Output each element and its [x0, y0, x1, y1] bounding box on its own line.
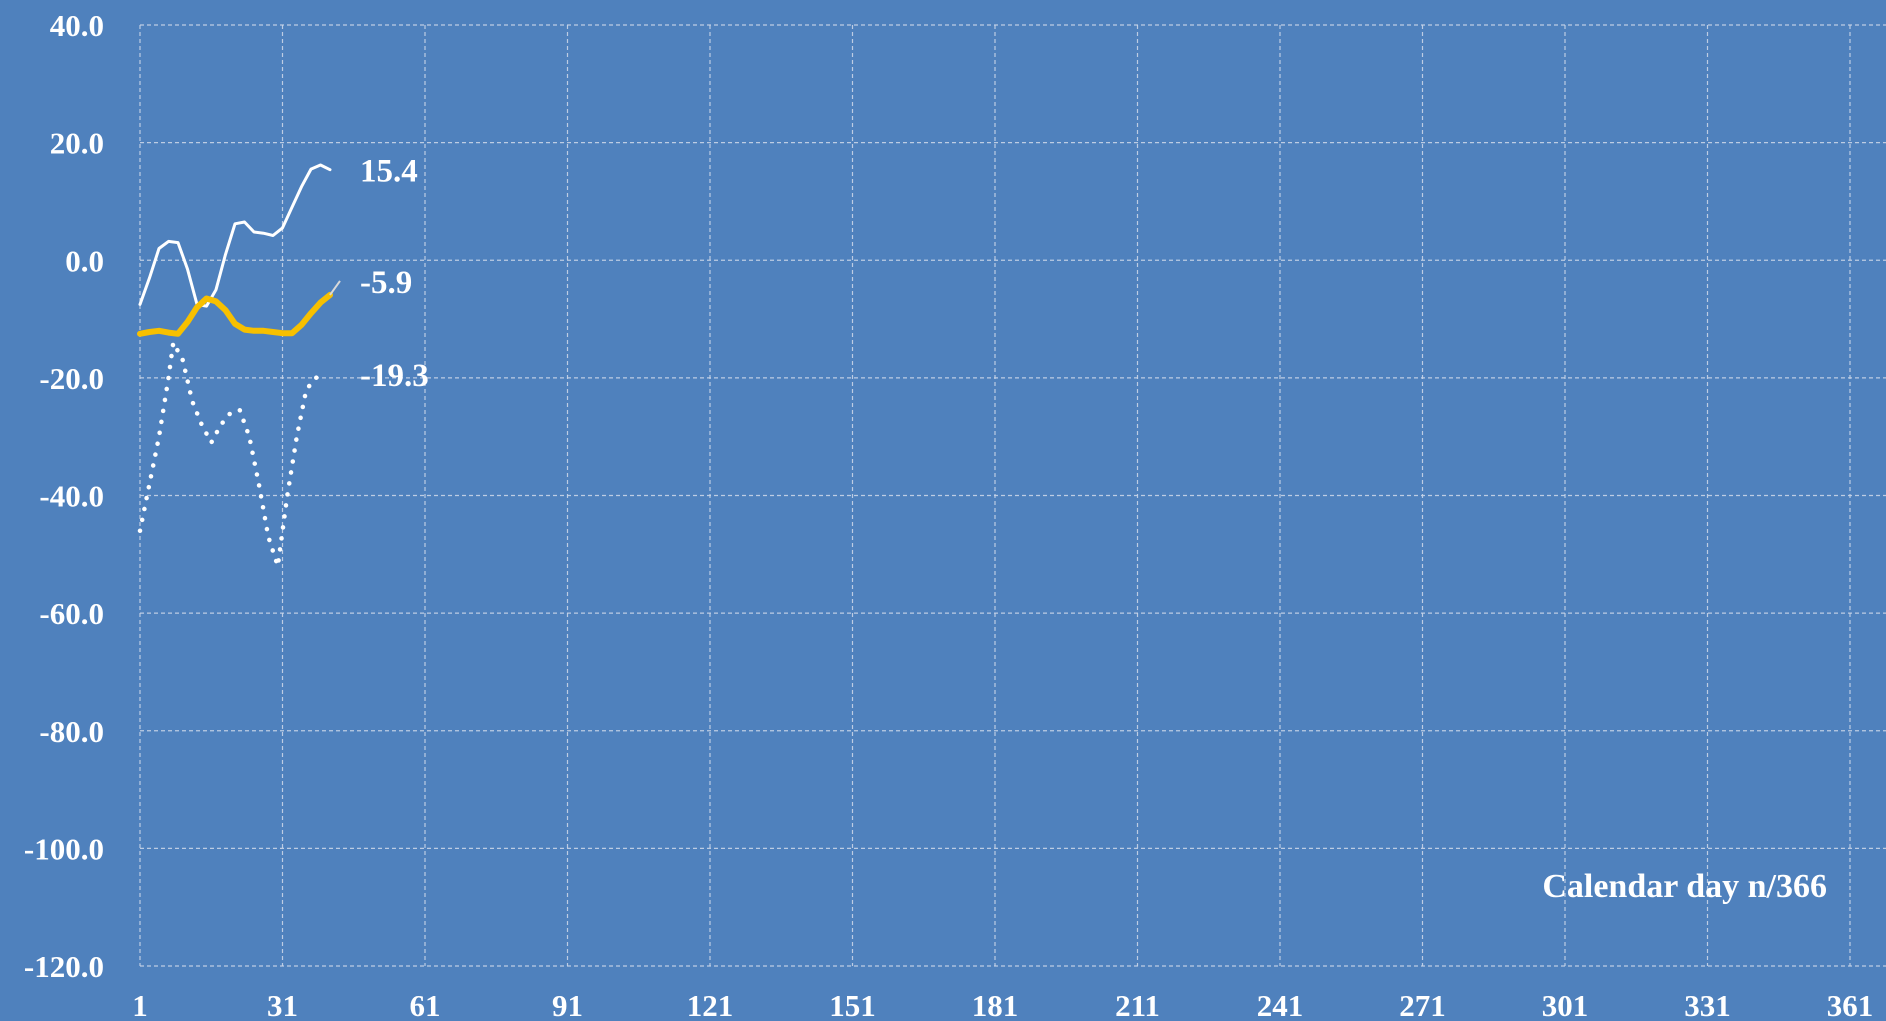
- y-tick-label: -100.0: [24, 831, 104, 866]
- series-end-label-1: 15.4: [360, 154, 418, 190]
- x-tick-label: 181: [972, 988, 1019, 1021]
- x-tick-label: 301: [1542, 988, 1589, 1021]
- x-axis-tick-labels: 1 31 61 91 121 151 181 211 241 271 301 331 361: [132, 988, 1873, 1021]
- x-tick-label: 91: [552, 988, 583, 1021]
- x-tick-label: 331: [1684, 988, 1731, 1021]
- y-tick-label: 0.0: [65, 243, 104, 278]
- y-tick-label: -60.0: [39, 596, 104, 631]
- x-tick-label: 211: [1115, 988, 1160, 1021]
- x-tick-label: 1: [132, 988, 148, 1021]
- x-tick-label: 241: [1257, 988, 1304, 1021]
- series-line-1: [138, 163, 332, 308]
- series-end-label-3: -19.3: [360, 358, 429, 394]
- y-tick-label: -80.0: [39, 714, 104, 749]
- x-tick-label: 271: [1399, 988, 1446, 1021]
- end-label-leader: [329, 280, 341, 296]
- series-end-label-2: -5.9: [360, 265, 412, 301]
- y-tick-label: 40.0: [50, 8, 104, 43]
- y-tick-label: -40.0: [39, 479, 104, 514]
- series-end-labels: 15.4 -5.9 -19.3: [329, 154, 429, 394]
- y-tick-label: 20.0: [50, 126, 104, 161]
- x-tick-label: 31: [267, 988, 298, 1021]
- x-axis-title: Calendar day n/366: [1542, 868, 1827, 905]
- x-tick-label: 121: [687, 988, 734, 1021]
- y-tick-label: -20.0: [39, 361, 104, 396]
- y-axis-tick-labels: 40.0 20.0 0.0 -20.0 -40.0 -60.0 -80.0 -100.0 -12…: [24, 8, 104, 984]
- x-tick-label: 61: [410, 988, 441, 1021]
- gridlines: [139, 24, 1886, 967]
- series-line-2: [137, 291, 333, 337]
- data-series: [137, 163, 333, 569]
- x-tick-label: 151: [829, 988, 876, 1021]
- y-tick-label: -120.0: [24, 949, 104, 984]
- series-line-3: [137, 340, 328, 569]
- x-tick-label: 361: [1827, 988, 1874, 1021]
